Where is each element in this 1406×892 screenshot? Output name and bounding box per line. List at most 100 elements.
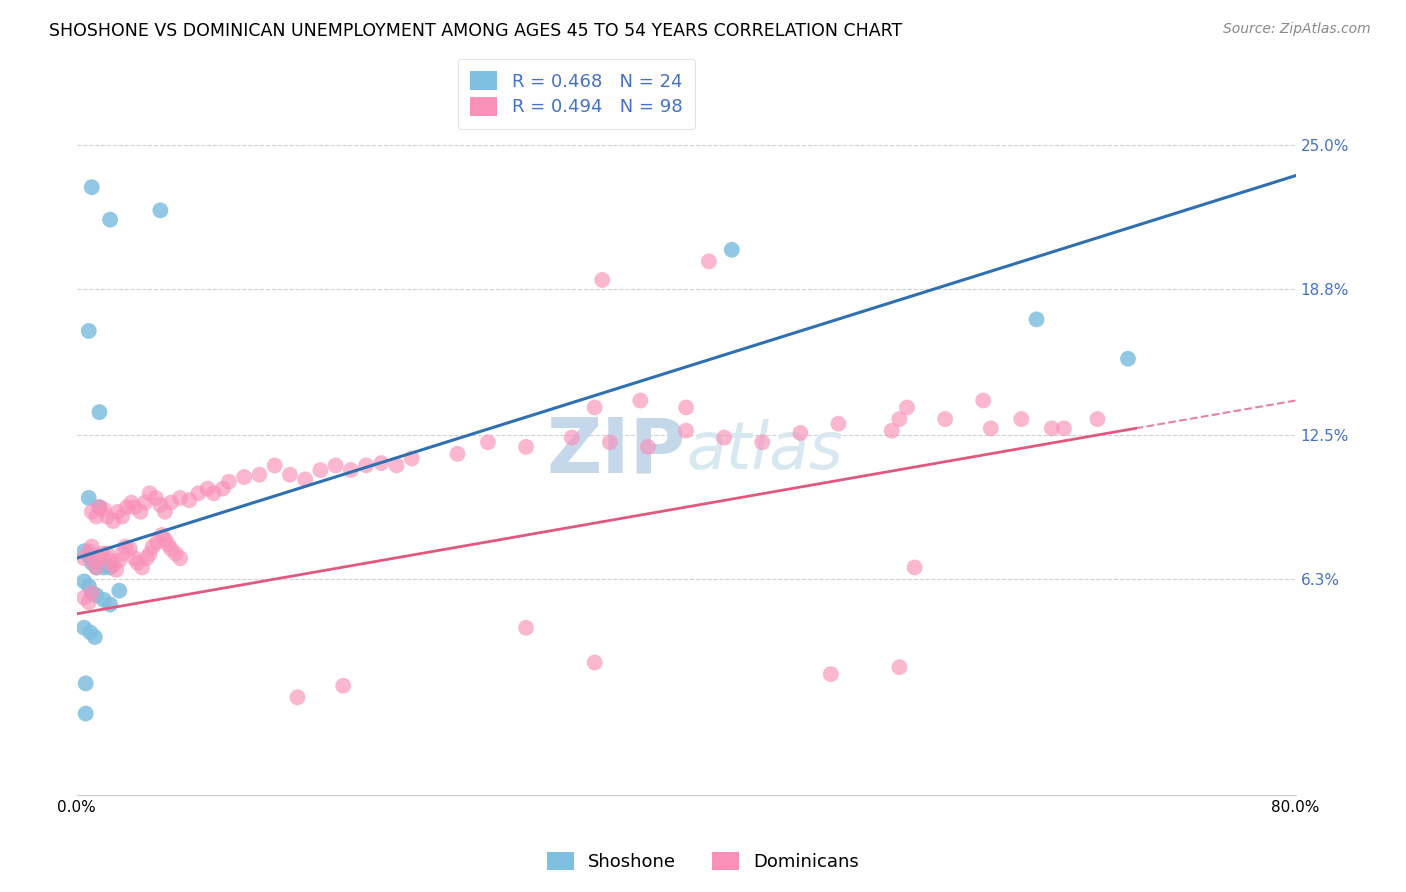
Point <box>138 486 160 500</box>
Point <box>385 458 408 473</box>
Point <box>98 212 121 227</box>
Point <box>77 544 100 558</box>
Point <box>165 547 187 561</box>
Point <box>101 558 124 573</box>
Point <box>150 528 173 542</box>
Point <box>105 563 128 577</box>
Point <box>124 551 146 566</box>
Point <box>98 598 121 612</box>
Point <box>86 560 108 574</box>
Point <box>77 549 100 563</box>
Point <box>156 537 179 551</box>
Point <box>73 621 96 635</box>
Point <box>80 540 103 554</box>
Point <box>77 324 100 338</box>
Point <box>149 498 172 512</box>
Point <box>160 495 183 509</box>
Point <box>309 463 332 477</box>
Point <box>73 551 96 566</box>
Point <box>83 556 105 570</box>
Point <box>93 560 115 574</box>
Point <box>599 435 621 450</box>
Point <box>145 491 167 505</box>
Point <box>75 706 97 721</box>
Point <box>1025 312 1047 326</box>
Point <box>889 412 911 426</box>
Point <box>142 540 165 554</box>
Legend: Shoshone, Dominicans: Shoshone, Dominicans <box>540 845 866 879</box>
Point <box>446 447 468 461</box>
Point <box>1053 421 1076 435</box>
Point <box>751 435 773 450</box>
Point <box>93 593 115 607</box>
Point <box>80 556 103 570</box>
Point <box>89 551 111 566</box>
Point <box>86 588 108 602</box>
Point <box>77 595 100 609</box>
Point <box>160 541 183 556</box>
Point <box>179 493 201 508</box>
Point <box>278 467 301 482</box>
Point <box>115 500 138 515</box>
Point <box>101 514 124 528</box>
Text: ZIP: ZIP <box>547 415 686 489</box>
Point <box>89 500 111 515</box>
Point <box>138 547 160 561</box>
Point <box>149 203 172 218</box>
Point <box>1116 351 1139 366</box>
Point <box>89 405 111 419</box>
Text: Source: ZipAtlas.com: Source: ZipAtlas.com <box>1223 22 1371 37</box>
Point <box>197 482 219 496</box>
Point <box>515 440 537 454</box>
Point <box>1010 412 1032 426</box>
Point <box>146 535 169 549</box>
Point <box>675 424 697 438</box>
Point <box>1040 421 1063 435</box>
Point <box>80 586 103 600</box>
Point <box>169 551 191 566</box>
Point <box>86 560 108 574</box>
Point <box>89 500 111 515</box>
Point <box>827 417 849 431</box>
Point <box>1087 412 1109 426</box>
Point <box>118 541 141 556</box>
Point <box>134 495 156 509</box>
Point <box>370 456 392 470</box>
Point <box>720 243 742 257</box>
Point <box>287 690 309 705</box>
Point <box>80 505 103 519</box>
Point <box>169 491 191 505</box>
Point <box>583 401 606 415</box>
Point <box>73 544 96 558</box>
Point <box>83 630 105 644</box>
Point <box>889 660 911 674</box>
Point <box>153 505 176 519</box>
Point <box>896 401 918 415</box>
Point <box>114 540 136 554</box>
Point <box>111 547 134 561</box>
Point <box>263 458 285 473</box>
Legend: R = 0.468   N = 24, R = 0.494   N = 98: R = 0.468 N = 24, R = 0.494 N = 98 <box>457 59 695 129</box>
Point <box>111 509 134 524</box>
Point <box>211 482 233 496</box>
Point <box>325 458 347 473</box>
Point <box>675 401 697 415</box>
Point <box>354 458 377 473</box>
Point <box>980 421 1002 435</box>
Text: SHOSHONE VS DOMINICAN UNEMPLOYMENT AMONG AGES 45 TO 54 YEARS CORRELATION CHART: SHOSHONE VS DOMINICAN UNEMPLOYMENT AMONG… <box>49 22 903 40</box>
Point <box>73 591 96 605</box>
Point <box>80 180 103 194</box>
Point <box>972 393 994 408</box>
Point <box>789 425 811 440</box>
Point <box>127 556 149 570</box>
Point <box>583 656 606 670</box>
Point <box>129 505 152 519</box>
Point <box>93 502 115 516</box>
Point <box>218 475 240 489</box>
Point <box>332 679 354 693</box>
Point <box>96 547 118 561</box>
Point <box>628 393 651 408</box>
Point <box>233 470 256 484</box>
Point <box>294 472 316 486</box>
Point <box>79 625 101 640</box>
